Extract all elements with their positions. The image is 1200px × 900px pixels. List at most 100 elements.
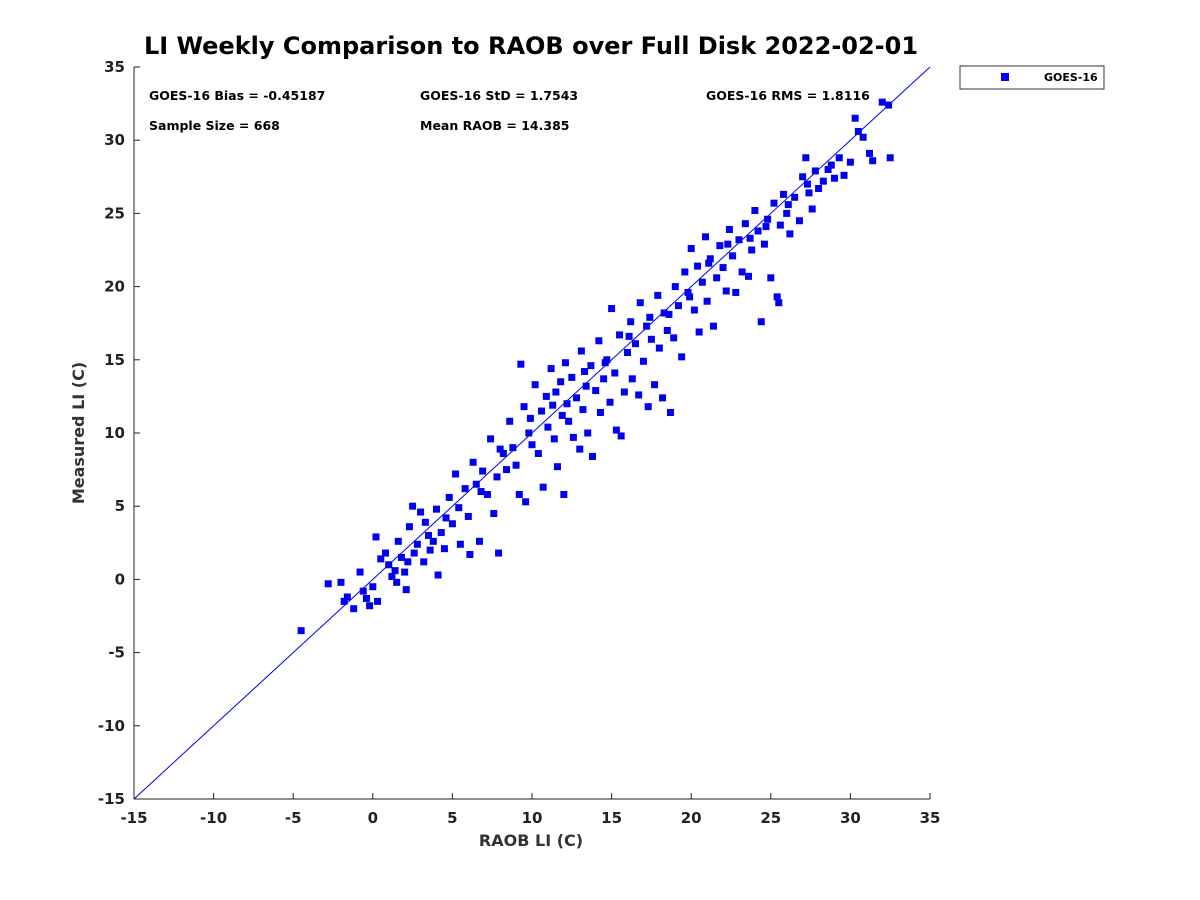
x-tick-label: 10 <box>522 809 543 827</box>
data-point <box>827 161 835 169</box>
data-point <box>716 242 724 250</box>
data-point <box>397 553 405 561</box>
legend-box <box>959 65 1105 90</box>
data-point <box>706 255 714 263</box>
data-point <box>713 274 721 282</box>
data-point <box>703 297 711 305</box>
data-point <box>522 498 530 506</box>
data-point <box>646 313 654 321</box>
data-point <box>440 545 448 553</box>
data-point <box>337 578 345 586</box>
data-point <box>324 580 332 588</box>
data-point <box>402 586 410 594</box>
y-tick-label: -10 <box>98 717 125 735</box>
data-point <box>526 414 534 422</box>
data-point <box>799 173 807 181</box>
data-point <box>695 328 703 336</box>
x-axis-label: RAOB LI (C) <box>479 831 583 850</box>
data-point <box>738 268 746 276</box>
data-point <box>490 510 498 518</box>
data-point <box>667 409 675 417</box>
data-point <box>515 490 523 498</box>
data-point <box>544 423 552 431</box>
data-point <box>783 209 791 217</box>
data-point <box>452 470 460 478</box>
data-point <box>773 293 781 301</box>
data-point <box>359 587 367 595</box>
data-point <box>393 578 401 586</box>
data-point <box>434 571 442 579</box>
data-point <box>487 435 495 443</box>
data-point <box>405 523 413 531</box>
data-point <box>854 127 862 135</box>
data-point <box>475 537 483 545</box>
data-point <box>846 158 854 166</box>
data-point <box>776 221 784 229</box>
data-point <box>869 157 877 165</box>
data-point <box>724 240 732 248</box>
data-point <box>859 133 867 141</box>
data-point <box>506 417 514 425</box>
data-point <box>531 381 539 389</box>
data-point <box>528 441 536 449</box>
x-tick-label: 20 <box>681 809 702 827</box>
data-point <box>426 546 434 554</box>
data-point <box>499 449 507 457</box>
data-point <box>709 322 717 330</box>
stat-mean-raob: Mean RAOB = 14.385 <box>420 118 569 133</box>
data-point <box>659 394 667 402</box>
data-point <box>366 602 374 610</box>
y-tick-label: -15 <box>98 790 125 808</box>
data-point <box>456 540 464 548</box>
data-point <box>385 561 393 569</box>
data-point <box>616 331 624 339</box>
data-point <box>420 558 428 566</box>
data-point <box>780 190 788 198</box>
data-point <box>340 597 348 605</box>
data-point <box>297 627 305 635</box>
data-point <box>479 467 487 475</box>
data-point <box>751 206 759 214</box>
y-tick-label: 35 <box>104 58 125 76</box>
data-point <box>410 549 418 557</box>
data-point <box>579 406 587 414</box>
stat-rms: GOES-16 RMS = 1.8116 <box>706 88 870 103</box>
data-point <box>674 302 682 310</box>
data-point <box>671 283 679 291</box>
data-point <box>608 305 616 313</box>
data-point <box>569 433 577 441</box>
data-point <box>631 340 639 348</box>
data-point <box>469 458 477 466</box>
data-point <box>477 488 485 496</box>
data-point <box>885 101 893 109</box>
data-point <box>596 409 604 417</box>
data-point <box>802 154 810 162</box>
data-point <box>466 551 474 559</box>
data-point <box>805 189 813 197</box>
data-point <box>795 217 803 225</box>
data-point <box>539 483 547 491</box>
data-point <box>684 288 692 296</box>
data-point <box>745 272 753 280</box>
data-point <box>382 549 390 557</box>
data-point <box>588 452 596 460</box>
data-point <box>538 407 546 415</box>
y-tick-label: 0 <box>115 570 125 588</box>
data-point <box>343 593 351 601</box>
data-point <box>686 293 694 301</box>
data-point <box>560 490 568 498</box>
data-point <box>600 375 608 383</box>
data-point <box>784 201 792 209</box>
data-point <box>495 549 503 557</box>
data-point <box>582 382 590 390</box>
x-axis-ticks: -15 -10 -5 0 5 10 15 20 25 30 35 <box>120 793 940 827</box>
data-point <box>350 605 358 613</box>
data-point <box>654 291 662 299</box>
data-point <box>611 369 619 377</box>
data-point <box>552 388 560 396</box>
data-point <box>725 226 733 234</box>
data-point <box>819 177 827 185</box>
x-tick-label: -5 <box>285 809 302 827</box>
data-point <box>741 220 749 228</box>
data-point <box>576 445 584 453</box>
